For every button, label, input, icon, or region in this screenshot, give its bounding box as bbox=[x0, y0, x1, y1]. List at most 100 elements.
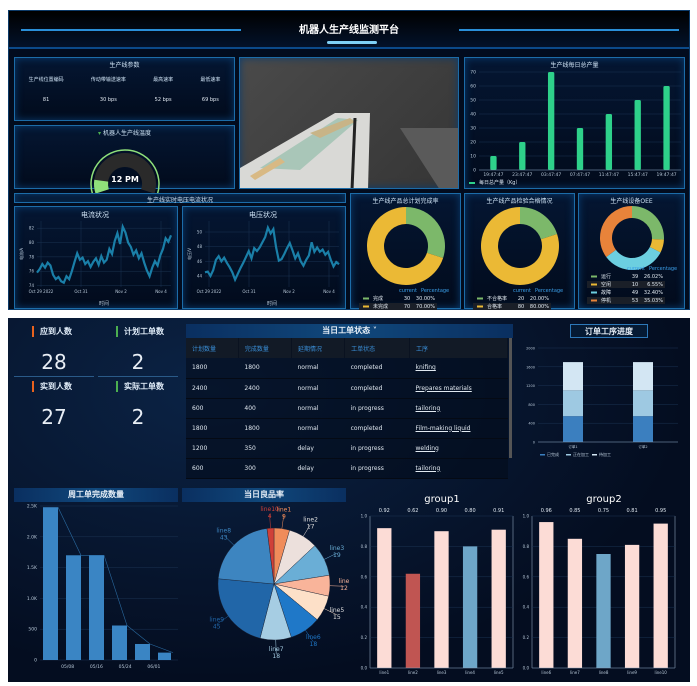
y-tick-label: 2.5K bbox=[27, 504, 38, 510]
process-link[interactable]: Prepares materials bbox=[409, 378, 508, 399]
legend-name: 故障 bbox=[601, 289, 611, 296]
table-scrollbar[interactable] bbox=[509, 338, 512, 458]
process-link[interactable]: welding bbox=[409, 438, 508, 459]
weekly-chart: 0 500 1.0K 1.5K 2.0K 2.5K 05/08 05/16 05/24 06/01 bbox=[27, 504, 178, 670]
production-line-3d-image bbox=[240, 113, 458, 188]
legend-name: 合格率 bbox=[487, 303, 502, 310]
y-tick-label: 500 bbox=[28, 627, 37, 633]
legend-value: 10 bbox=[632, 282, 638, 288]
weekly-title: 周工单完成数量 bbox=[14, 488, 178, 502]
x-tick-label: line8 bbox=[599, 670, 609, 675]
pie-label-name: line2 bbox=[303, 516, 318, 523]
table-row[interactable]: 2400 2400 normal completed Prepares material… bbox=[186, 378, 508, 399]
y-tick-label: 44 bbox=[197, 274, 203, 279]
x-axis-label: 时间 bbox=[99, 300, 109, 307]
legend-swatch bbox=[566, 454, 571, 456]
monitoring-dashboard: 机器人生产线监测平台 生产线参数 生产线位置编码 81 传动带输送速率 30 bps 最… bbox=[8, 10, 690, 310]
table-row[interactable]: 600 400 normal in progress tailoring bbox=[186, 398, 508, 419]
bar-value-label: 0.75 bbox=[598, 508, 609, 514]
legend-row-bg bbox=[473, 303, 551, 310]
column-header[interactable]: 工序 bbox=[409, 338, 508, 358]
orders-title[interactable]: 当日工单状态 ˅ bbox=[186, 324, 513, 338]
y-axis-label: 电流/A bbox=[18, 248, 24, 260]
x-tick-label: 07:47:47 bbox=[570, 172, 590, 178]
y-tick-label: 0.4 bbox=[361, 605, 368, 610]
y-tick-label: 0.6 bbox=[523, 574, 530, 579]
table-row[interactable]: 1800 1800 normal completed Film-making liqui… bbox=[186, 418, 508, 439]
workshop-dashboard: 应到人数 28 计划工单数 2 实到人数 27 实际工单数 2 当日工单状态 ˅ 计划数量 完成… bbox=[8, 318, 690, 682]
stacked-bar-segment bbox=[563, 416, 583, 442]
process-link[interactable]: tailoring bbox=[409, 458, 508, 479]
daily-legend[interactable]: 每日总产量（Kg） bbox=[469, 179, 520, 186]
legend-name: 不合格率 bbox=[487, 295, 507, 302]
progress-title: 订单工序进度 bbox=[570, 324, 648, 338]
gauge-outline bbox=[90, 149, 160, 195]
y-tick-label: 0.2 bbox=[361, 635, 368, 640]
kpi-label: 实际工单数 bbox=[116, 381, 164, 392]
pie-leader-line bbox=[305, 630, 314, 643]
pie-label-value: 18 bbox=[272, 653, 280, 660]
x-tick-label: line9 bbox=[627, 670, 637, 675]
legend-header-percentage: Percentage bbox=[421, 288, 449, 294]
pie-leader-line bbox=[216, 615, 229, 625]
y-tick-label: 76 bbox=[29, 269, 35, 274]
pie-label-name: line bbox=[339, 578, 350, 585]
column-header[interactable]: 计划数量 bbox=[186, 338, 239, 358]
process-link[interactable]: Film-making liquid bbox=[409, 418, 508, 439]
column-header[interactable]: 完成数量 bbox=[238, 338, 292, 358]
quality-title: 生产线产品检验合格情况 bbox=[486, 198, 553, 205]
pie-label-name: line8 bbox=[216, 527, 231, 534]
x-tick-label: 03:47:47 bbox=[541, 172, 561, 178]
param-value: 52 bps bbox=[154, 97, 172, 103]
bar bbox=[158, 652, 171, 660]
y-tick-label: 82 bbox=[29, 226, 35, 231]
process-link[interactable]: tailoring bbox=[409, 398, 508, 419]
y-tick-label: 2000 bbox=[526, 347, 535, 351]
param-item: 最低速率 69 bps bbox=[200, 76, 220, 103]
header-bar: 机器人生产线监测平台 bbox=[9, 11, 689, 49]
table-row[interactable]: 600 300 delay in progress tailoring bbox=[186, 458, 508, 479]
legend-header-current: current bbox=[513, 288, 531, 294]
legend-pct: 35.03% bbox=[644, 298, 663, 304]
bar bbox=[66, 555, 81, 660]
y-tick-label: 0.8 bbox=[361, 544, 368, 549]
legend-header-percentage: Percentage bbox=[535, 288, 563, 294]
donut-slice-停机 bbox=[600, 206, 632, 257]
y-tick-label: 10 bbox=[470, 154, 476, 160]
table-row[interactable]: 1800 1800 normal completed knifing bbox=[186, 358, 508, 379]
legend-header-current: current bbox=[399, 288, 417, 294]
plan-completion-panel: 生产线产品总计划完成率 current Percentage 完成 30 30.00% 未完… bbox=[350, 193, 461, 310]
table-row[interactable]: 1200 350 delay in progress welding bbox=[186, 438, 508, 459]
table-cell: completed bbox=[344, 378, 410, 399]
voltage-panel: 电压状况 44 46 48 50 Oct 29 2022 Oct 31 Nov 2 Nov 4 时… bbox=[182, 206, 346, 309]
kpi-value: 2 bbox=[131, 350, 145, 374]
pie-label-name: line6 bbox=[306, 634, 321, 641]
column-header[interactable]: 延期情况 bbox=[291, 338, 346, 358]
legend-row-bg bbox=[587, 297, 665, 304]
table-cell: 1800 bbox=[238, 418, 292, 439]
pie-leader-line bbox=[324, 552, 337, 560]
x-tick-label: line2 bbox=[408, 670, 418, 675]
table-cell: in progress bbox=[344, 438, 410, 459]
stacked-bar-segment bbox=[633, 416, 653, 442]
bar bbox=[434, 531, 449, 668]
table-cell: normal bbox=[291, 398, 345, 419]
table-cell: 1200 bbox=[186, 438, 239, 459]
chart-title: 电流状况 bbox=[81, 210, 109, 219]
param-label: 最高速率 bbox=[153, 77, 174, 83]
daily-output-chart: 0 10 20 30 40 50 60 70 19:47:47 23:47:47 03:47:47 0… bbox=[470, 70, 681, 178]
process-link[interactable]: knifing bbox=[409, 358, 508, 379]
pie-label-value: 45 bbox=[213, 623, 221, 630]
triangle-down-icon: ▾ bbox=[98, 130, 103, 137]
donut-slice-故障 bbox=[606, 247, 661, 270]
factory-3d-view[interactable] bbox=[239, 57, 459, 189]
x-tick-label: line7 bbox=[570, 670, 580, 675]
y-tick-label: 50 bbox=[470, 98, 476, 104]
y-tick-label: 800 bbox=[528, 403, 535, 407]
column-header[interactable]: 工单状态 bbox=[344, 338, 411, 358]
page-title: 机器人生产线监测平台 bbox=[299, 25, 399, 36]
realtime-title-bar: 生产线实时电压电流状况 bbox=[14, 193, 346, 204]
daily-output-title: 生产线每日总产量 bbox=[550, 62, 599, 69]
bar bbox=[634, 100, 641, 170]
